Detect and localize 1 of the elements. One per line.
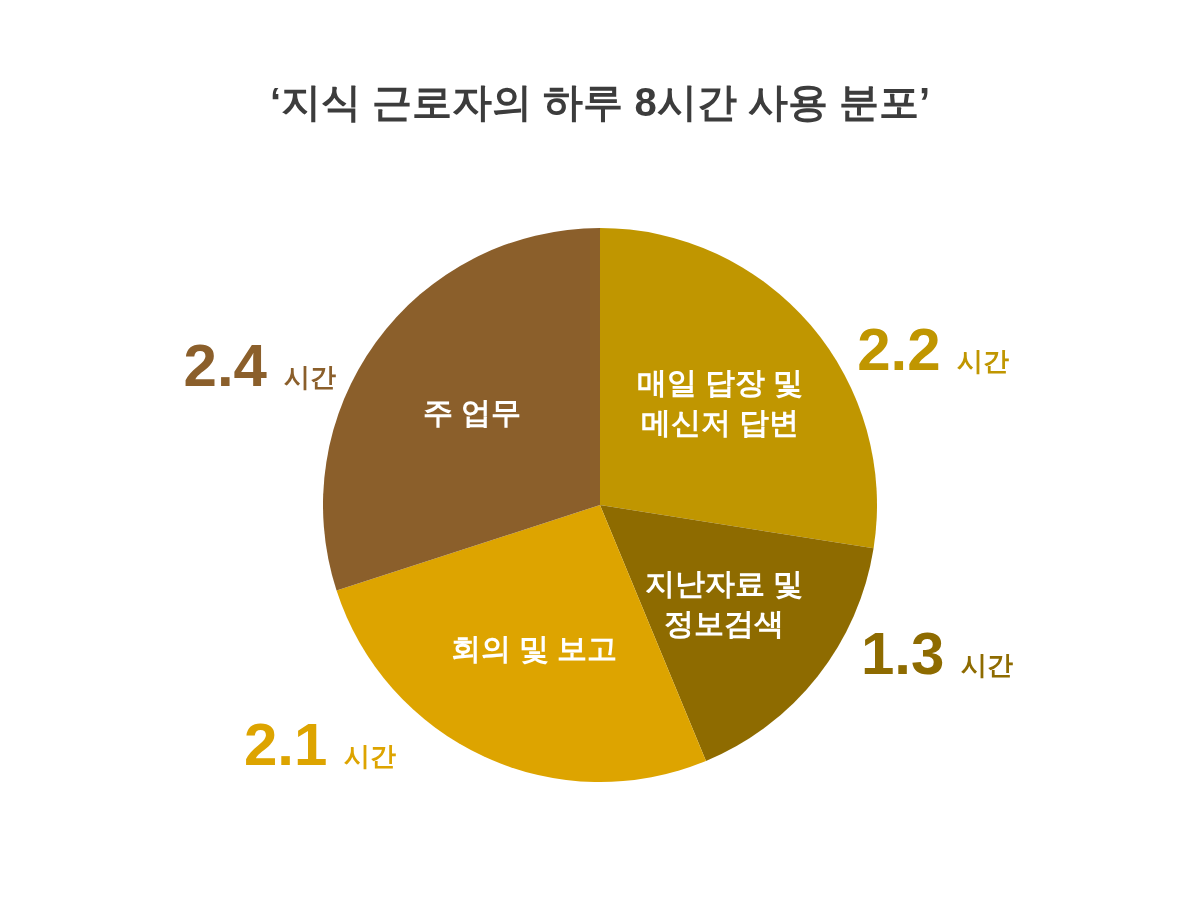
title: ‘지식 근로자의 하루 8시간 사용 분포’ [270,80,930,124]
